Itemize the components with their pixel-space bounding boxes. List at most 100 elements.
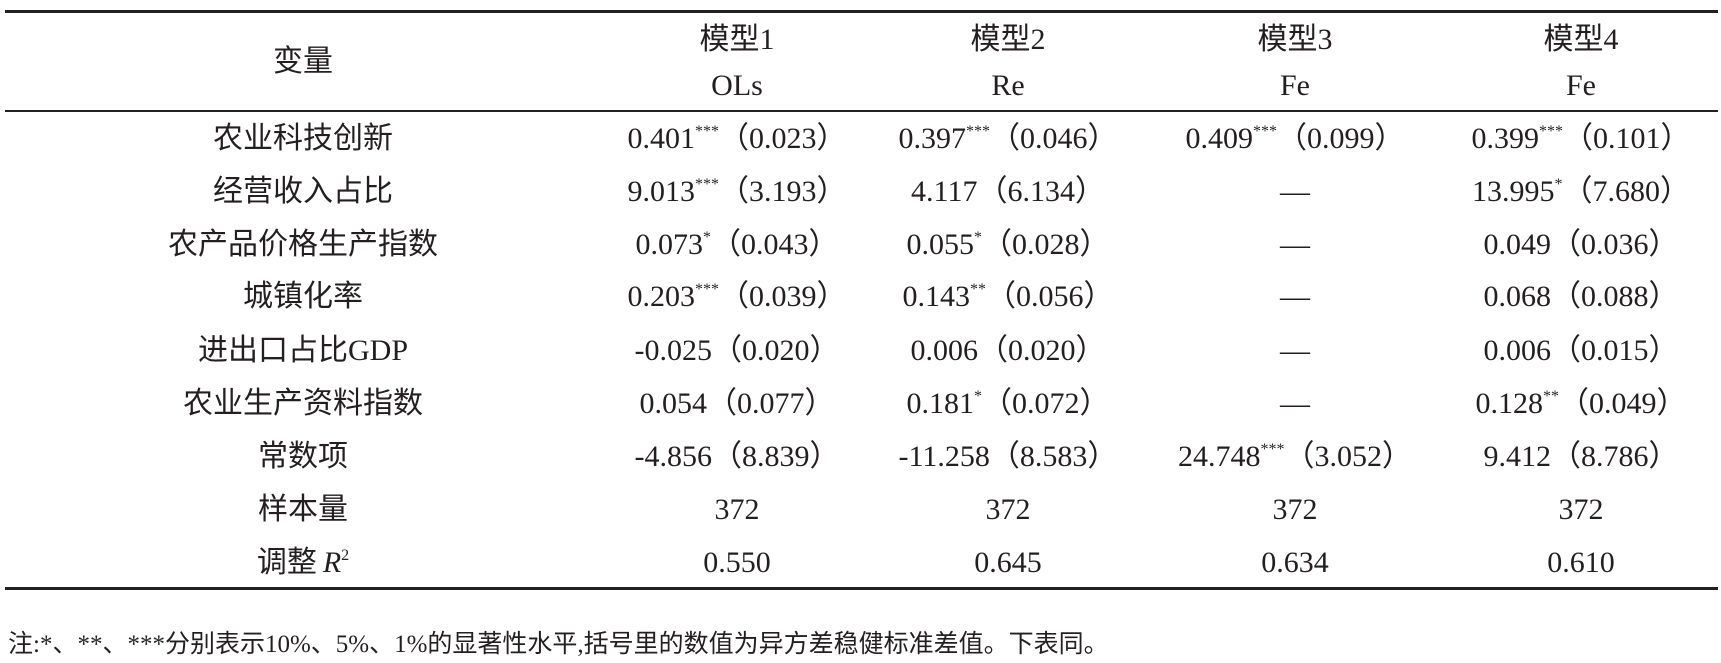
coefficient: 0.055 (906, 228, 975, 261)
table-cell: 0.055*（0.028） (907, 230, 1110, 260)
table-cell: 4.117（6.134） (911, 175, 1105, 208)
significance-stars: *** (1260, 441, 1285, 458)
table-cell: 0.049（0.036） (1483, 228, 1679, 261)
coefficient: 0.143 (902, 280, 971, 313)
standard-error: （0.101） (1563, 122, 1691, 155)
row-label: 城镇化率 (243, 280, 363, 313)
row-label: 农产品价格生产指数 (168, 228, 438, 261)
table-cell: — (1280, 228, 1310, 261)
model-name: 模型4 (1543, 23, 1619, 56)
table-note: 注:*、**、***分别表示10%、5%、1%的显著性水平,括号里的数值为异方差… (8, 631, 1109, 658)
significance-stars: * (974, 388, 982, 405)
table-cell: 0.399***（0.101） (1472, 124, 1691, 154)
standard-error: （0.072） (982, 387, 1110, 420)
label-superscript: 2 (341, 547, 350, 564)
standard-error: （0.023） (719, 122, 847, 155)
table-cell: 0.073*（0.043） (636, 230, 839, 260)
coefficient: 0.397 (898, 122, 967, 155)
standard-error: （0.046） (990, 122, 1118, 155)
coefficient: 0.073 (635, 228, 704, 261)
significance-stars: *** (695, 176, 719, 193)
coefficient: 24.748 (1178, 440, 1261, 473)
bottom-rule (5, 587, 1718, 590)
table-cell: 0.203***（0.039） (628, 282, 847, 312)
standard-error: （0.028） (982, 228, 1110, 261)
table-cell: 9.013***（3.193） (628, 177, 847, 207)
table-cell: 372 (1272, 493, 1318, 526)
table-cell: — (1280, 175, 1310, 208)
standard-error: （0.043） (711, 228, 839, 261)
table-cell: 0.397***（0.046） (899, 124, 1118, 154)
table-cell: 9.412（8.786） (1483, 440, 1679, 473)
table-cell: 0.128**（0.049） (1476, 389, 1687, 419)
row-label: 调整 R2 (257, 548, 349, 578)
top-rule (5, 10, 1718, 13)
table-cell: -4.856（8.839） (634, 440, 840, 473)
table-cell: 0.409***（0.099） (1186, 124, 1405, 154)
table-cell: 24.748***（3.052） (1178, 442, 1412, 472)
model-name: 模型1 (699, 23, 775, 56)
significance-stars: *** (695, 281, 719, 298)
row-label: 农业科技创新 (213, 122, 393, 155)
coefficient: 0.401 (627, 122, 696, 155)
model-method: OLs (711, 69, 763, 102)
standard-error: （0.039） (719, 280, 847, 313)
model-name: 模型3 (1257, 23, 1333, 56)
table-cell: 0.006（0.020） (910, 334, 1106, 367)
variable-header: 变量 (273, 45, 333, 78)
table-cell: 372 (1558, 493, 1604, 526)
row-label: 经营收入占比 (213, 175, 393, 208)
table-cell: 0.006（0.015） (1483, 334, 1679, 367)
table-cell: 0.550 (703, 546, 771, 579)
model-name: 模型2 (970, 23, 1046, 56)
row-label: 进出口占比GDP (197, 334, 409, 367)
row-label: 样本量 (258, 493, 348, 526)
model-method: Fe (1280, 69, 1310, 102)
model-method: Fe (1566, 69, 1596, 102)
standard-error: （3.052） (1284, 440, 1413, 473)
coefficient: 0.181 (906, 387, 975, 420)
table-cell: 0.634 (1261, 546, 1329, 579)
table-cell: 0.068（0.088） (1483, 280, 1679, 313)
table-cell: 0.401***（0.023） (628, 124, 847, 154)
row-label: 常数项 (258, 440, 348, 473)
standard-error: （7.680） (1562, 175, 1691, 208)
coefficient: 13.995 (1472, 175, 1555, 208)
table-cell: — (1280, 334, 1310, 367)
significance-stars: *** (695, 123, 719, 140)
standard-error: （0.099） (1277, 122, 1405, 155)
table-cell: 0.610 (1547, 546, 1615, 579)
standard-error: （0.056） (986, 280, 1114, 313)
table-cell: 372 (985, 493, 1031, 526)
table-cell: -0.025（0.020） (634, 334, 840, 367)
table-cell: 13.995*（7.680） (1472, 177, 1690, 207)
table-cell: — (1280, 280, 1310, 313)
table-cell: 0.181*（0.072） (907, 389, 1110, 419)
model-method: Re (991, 69, 1025, 102)
table-cell: 372 (714, 493, 760, 526)
significance-stars: * (1554, 176, 1563, 193)
coefficient: 9.013 (627, 175, 696, 208)
table-cell: 0.143**（0.056） (903, 282, 1114, 312)
significance-stars: ** (970, 281, 986, 298)
table-cell: 0.645 (974, 546, 1042, 579)
significance-stars: * (974, 229, 982, 246)
row-label: 农业生产资料指数 (183, 387, 423, 420)
table-cell: 0.054（0.077） (639, 387, 835, 420)
standard-error: （3.193） (719, 175, 847, 208)
coefficient: 0.399 (1471, 122, 1540, 155)
significance-stars: * (703, 229, 711, 246)
table-cell: -11.258（8.583） (898, 440, 1118, 473)
significance-stars: ** (1543, 388, 1559, 405)
header-rule (5, 110, 1718, 112)
coefficient: 0.203 (627, 280, 696, 313)
standard-error: （0.049） (1559, 387, 1687, 420)
coefficient: 0.409 (1185, 122, 1254, 155)
significance-stars: *** (1253, 123, 1277, 140)
label-variable: R (322, 546, 342, 579)
significance-stars: *** (1539, 123, 1563, 140)
table-cell: — (1280, 387, 1310, 420)
significance-stars: *** (966, 123, 990, 140)
label-text: 调整 (256, 546, 317, 579)
